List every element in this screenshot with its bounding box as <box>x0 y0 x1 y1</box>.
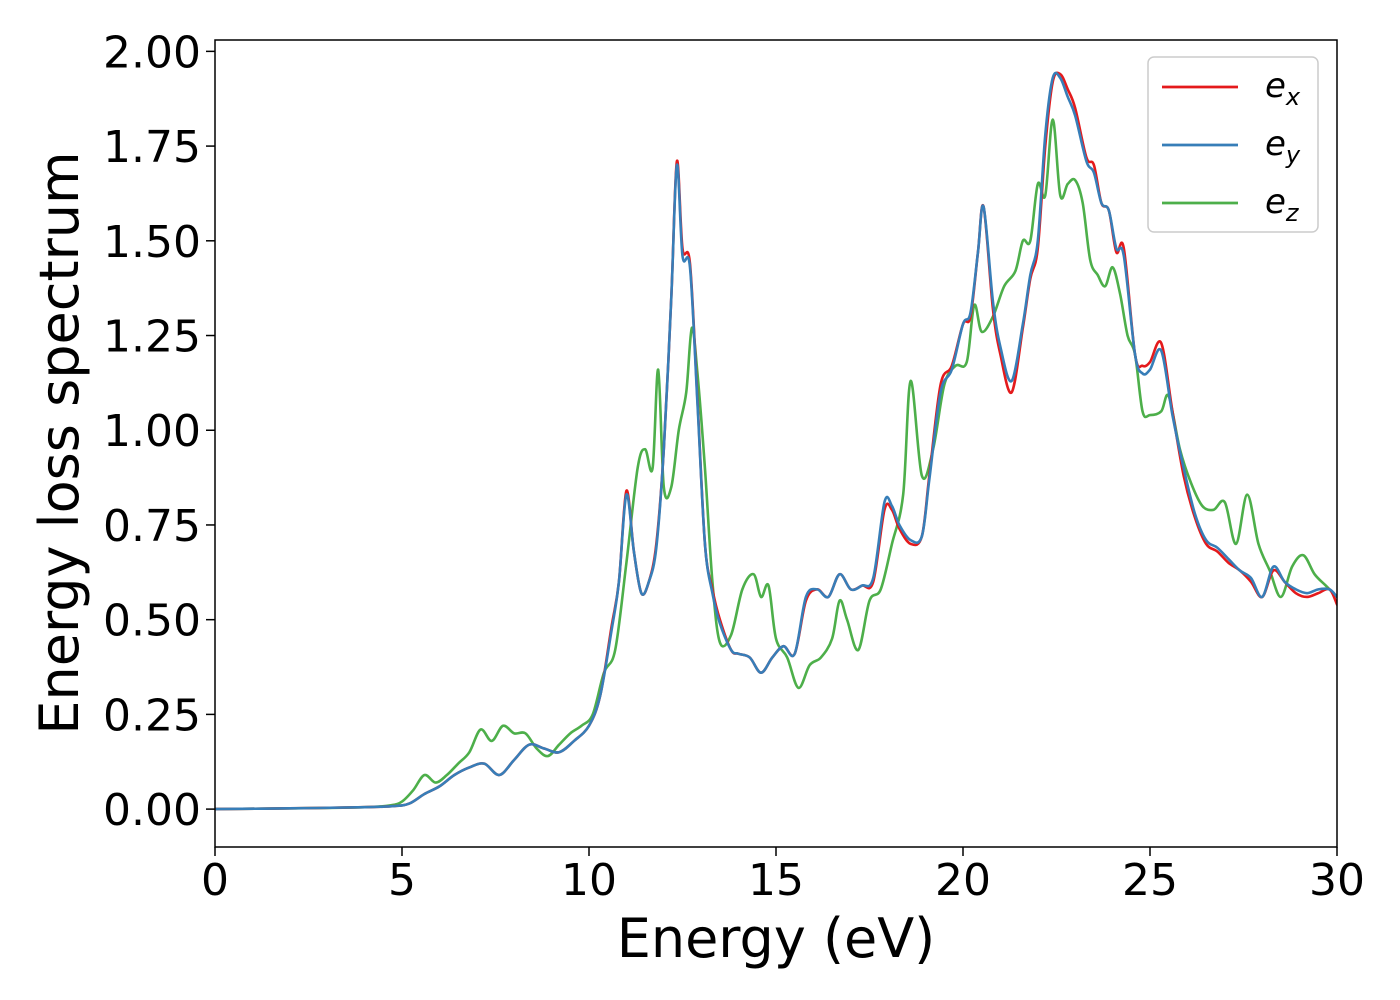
x-tick-label: 5 <box>388 855 416 906</box>
series-layer <box>215 71 1337 811</box>
series-line-y <box>215 71 1337 811</box>
legend-label-x: ex <box>1265 66 1301 111</box>
legend-label-y: ey <box>1265 124 1301 169</box>
x-tick-label: 10 <box>561 855 617 906</box>
y-tick-label: 1.00 <box>103 406 201 457</box>
y-tick-label: 1.50 <box>103 217 201 268</box>
y-tick-label: 1.75 <box>103 122 201 173</box>
x-tick-label: 30 <box>1309 855 1365 906</box>
series-line-z <box>215 118 1337 811</box>
x-tick-label: 25 <box>1122 855 1178 906</box>
legend-label-z: ez <box>1265 182 1300 227</box>
x-tick-label: 15 <box>748 855 804 906</box>
x-axis: 0 5 10 15 20 25 30 <box>201 847 1365 906</box>
y-axis-label: Energy loss spectrum <box>28 151 91 734</box>
legend: ex ey ez <box>1147 56 1319 233</box>
y-tick-label: 0.25 <box>103 690 201 741</box>
y-tick-label: 0.75 <box>103 501 201 552</box>
x-tick-label: 20 <box>935 855 991 906</box>
y-axis: 0.00 0.25 0.50 0.75 1.00 1.25 1.50 1.75 2.00 <box>103 27 215 836</box>
x-tick-label: 0 <box>201 855 229 906</box>
y-tick-label: 0.00 <box>103 785 201 836</box>
y-tick-label: 0.50 <box>103 596 201 647</box>
x-axis-label: Energy (eV) <box>617 907 936 970</box>
y-tick-label: 2.00 <box>103 27 201 78</box>
y-tick-label: 1.25 <box>103 312 201 363</box>
legend-entries: ex ey ez <box>1162 66 1301 227</box>
